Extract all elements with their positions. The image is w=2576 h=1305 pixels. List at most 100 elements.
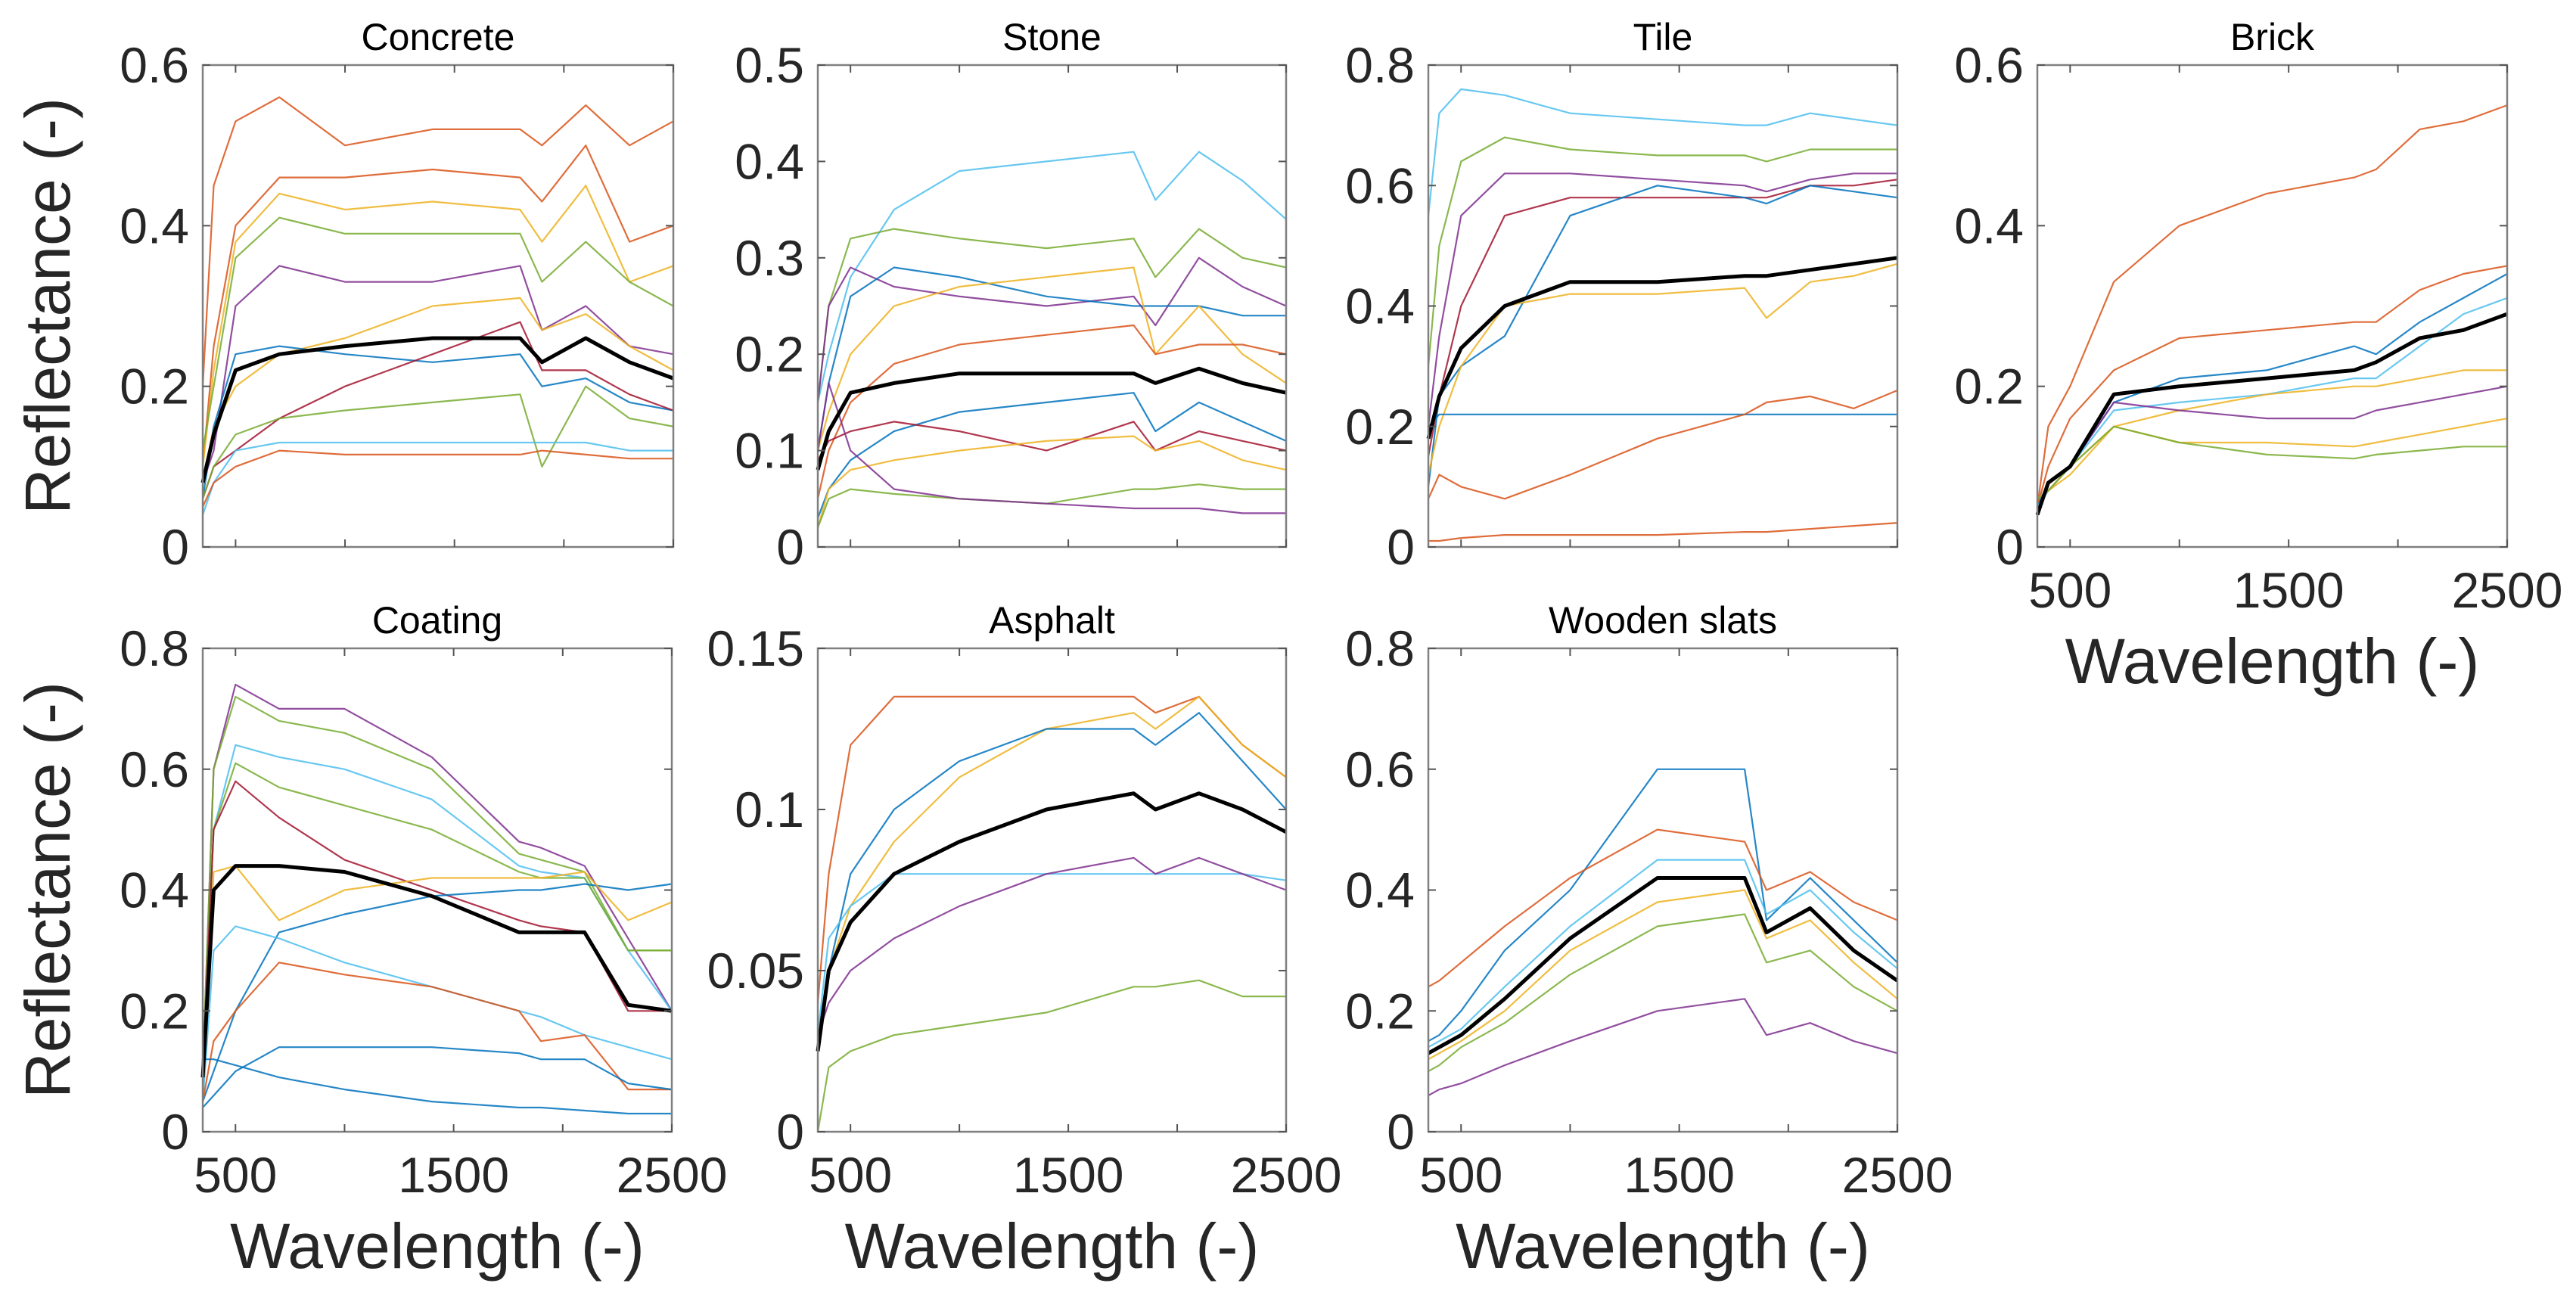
panel-title: Coating xyxy=(372,599,502,642)
panel-title: Wooden slats xyxy=(1549,599,1777,642)
y-tick-label: 0 xyxy=(161,519,189,575)
y-axis-label: Reflectance (-) xyxy=(12,682,83,1098)
panel-title: Stone xyxy=(1002,16,1102,58)
y-tick-label: 0.8 xyxy=(1345,37,1415,93)
y-tick-label: 0.8 xyxy=(120,620,189,676)
x-tick-label: 1500 xyxy=(1013,1147,1124,1203)
plot-area xyxy=(203,648,672,1132)
mean-series-line xyxy=(816,366,1287,471)
series-line xyxy=(1427,136,1897,367)
x-axis-label: Wavelength (-) xyxy=(1456,1210,1870,1282)
series-line xyxy=(1428,413,1897,427)
series-line xyxy=(816,712,1287,1036)
series-line xyxy=(201,695,672,1072)
series-line xyxy=(2037,425,2507,500)
panel-asphalt: 0 0.05 0.1 0.15 500 1500 2500 Asphalt Wavelength… xyxy=(707,599,1342,1282)
y-tick-label: 0.4 xyxy=(735,133,804,189)
x-tick-label: 500 xyxy=(2028,562,2111,618)
series-line xyxy=(201,297,674,483)
panel-title: Tile xyxy=(1633,16,1693,58)
x-axis-label: Wavelength (-) xyxy=(230,1210,645,1282)
y-tick-label: 0.6 xyxy=(1954,37,2024,93)
y-tick-label: 0.5 xyxy=(735,37,804,93)
series-line xyxy=(816,382,1286,514)
panel-title: Brick xyxy=(2230,16,2315,58)
series-line xyxy=(201,683,673,1072)
series-line xyxy=(201,144,674,467)
panel-brick: 0 0.2 0.4 0.6 500 1500 2500 Brick Wavelength (-) xyxy=(1954,16,2562,697)
series-line xyxy=(816,392,1287,519)
series-line xyxy=(816,256,1287,403)
mean-series-line xyxy=(200,864,673,1078)
y-tick-label: 0.4 xyxy=(120,862,189,918)
series-line xyxy=(201,449,673,508)
series-line xyxy=(816,435,1287,528)
y-tick-label: 0.2 xyxy=(120,359,189,415)
y-tick-label: 0 xyxy=(161,1104,189,1160)
y-tick-label: 0.6 xyxy=(120,741,189,797)
y-tick-label: 0.6 xyxy=(120,37,189,93)
y-tick-label: 0.4 xyxy=(1954,197,2024,253)
y-tick-label: 0 xyxy=(776,1104,804,1160)
y-tick-label: 0.2 xyxy=(1345,399,1415,455)
series-line xyxy=(201,762,672,1072)
series-line xyxy=(201,345,674,499)
mean-series-line xyxy=(816,791,1288,1052)
y-tick-label: 0 xyxy=(776,519,804,575)
series-line xyxy=(201,321,674,499)
y-tick-label: 0.8 xyxy=(1345,620,1415,676)
x-tick-label: 2500 xyxy=(617,1147,728,1203)
series-line xyxy=(1427,263,1898,475)
plot-area xyxy=(1428,65,1897,547)
x-tick-label: 500 xyxy=(809,1147,892,1203)
mean-series-line xyxy=(1426,256,1898,440)
series-line xyxy=(1427,185,1898,487)
axes-frame xyxy=(2036,64,2509,548)
series-line xyxy=(1428,859,1898,1049)
y-tick-label: 0 xyxy=(1996,519,2024,575)
series-line xyxy=(201,96,674,387)
series-line xyxy=(1428,828,1898,988)
series-line xyxy=(2036,104,2508,508)
plot-area xyxy=(2037,65,2507,547)
y-tick-label: 0.2 xyxy=(1954,359,2024,415)
plot-area xyxy=(818,648,1286,1132)
series-line xyxy=(201,441,673,515)
panel-title: Concrete xyxy=(362,16,515,58)
series-line xyxy=(2037,369,2507,500)
y-tick-label: 0.1 xyxy=(735,423,804,479)
y-tick-label: 0.6 xyxy=(1345,157,1415,213)
panel-title: Asphalt xyxy=(989,599,1115,642)
series-line xyxy=(2036,265,2508,508)
y-tick-label: 0.2 xyxy=(1345,983,1415,1039)
panel-stone: 0 0.1 0.2 0.3 0.4 0.5 Stone xyxy=(735,16,1288,575)
y-tick-label: 0 xyxy=(1387,519,1415,575)
panel-coating: 0 0.2 0.4 0.6 0.8 500 1500 2500 Coating Wavelengt… xyxy=(12,599,727,1282)
y-tick-label: 0.4 xyxy=(1345,278,1415,334)
y-tick-label: 0.15 xyxy=(707,620,804,676)
series-line xyxy=(201,185,674,467)
axes-frame xyxy=(201,64,675,548)
axes-frame xyxy=(816,64,1288,548)
mean-series-line xyxy=(200,336,674,483)
axes-frame xyxy=(816,647,1288,1133)
y-tick-label: 0.2 xyxy=(735,326,804,382)
mean-series-line xyxy=(2035,312,2508,516)
series-line xyxy=(201,216,674,451)
panel-tile: 0 0.2 0.4 0.6 0.8 Tile xyxy=(1345,16,1899,575)
series-line xyxy=(816,856,1287,1036)
series-line xyxy=(816,979,1286,1133)
y-tick-label: 0.2 xyxy=(120,983,189,1039)
panel-concrete: 0 0.2 0.4 0.6 Concrete Reflectance (-) xyxy=(12,16,675,575)
x-tick-label: 500 xyxy=(1419,1147,1502,1203)
mean-series-line xyxy=(1427,876,1899,1055)
series-line xyxy=(203,1058,672,1115)
y-tick-label: 0.4 xyxy=(120,197,189,253)
x-axis-label: Wavelength (-) xyxy=(2065,626,2480,697)
y-tick-label: 0.1 xyxy=(735,781,804,837)
x-tick-label: 1500 xyxy=(398,1147,509,1203)
series-line xyxy=(1428,889,1898,1061)
series-line xyxy=(816,266,1287,451)
series-line xyxy=(1427,179,1898,457)
y-axis-label: Reflectance (-) xyxy=(12,98,83,514)
